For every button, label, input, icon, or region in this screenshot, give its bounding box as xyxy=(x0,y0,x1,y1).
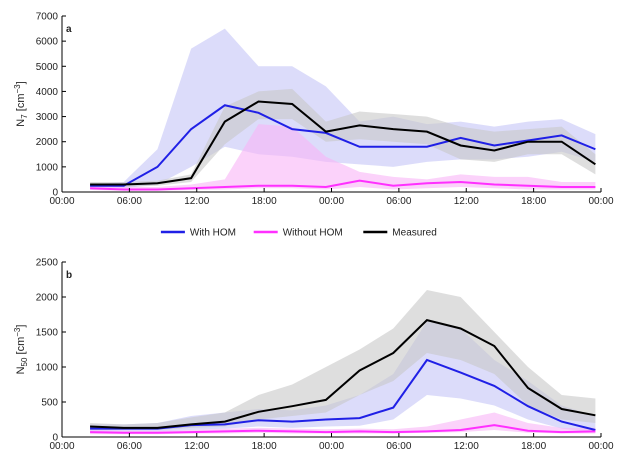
legend-label: Without HOM xyxy=(283,228,343,239)
x-tick-label: 12:00 xyxy=(184,441,209,452)
y-tick-label: 4000 xyxy=(36,87,59,98)
y-tick-label: 6000 xyxy=(36,37,59,48)
panel: 0 1000 2000 3000 4000 5000 6000 7000 00:00 06:00 1… xyxy=(13,12,614,208)
y-tick-label: 1500 xyxy=(36,328,59,339)
panel: 0 500 1000 1500 2000 2500 00:00 06:00 12:00 18:00… xyxy=(13,258,614,453)
label-sub: 50 xyxy=(20,357,29,366)
y-tick-label: 5000 xyxy=(36,62,59,73)
x-tick-label: 06:00 xyxy=(386,196,411,207)
range-band xyxy=(90,124,596,191)
x-tick-label: 18:00 xyxy=(252,196,277,207)
x-tick-label: 00:00 xyxy=(319,441,344,452)
series-line xyxy=(90,318,596,429)
y-tick-label: 7000 xyxy=(36,12,59,23)
legend-label: Measured xyxy=(392,228,436,239)
x-tick-label: 00:00 xyxy=(588,441,613,452)
x-tick-label: 00:00 xyxy=(588,196,613,207)
y-tick-label: 3000 xyxy=(36,112,59,123)
series-line xyxy=(90,100,596,186)
y-tick-label: 1000 xyxy=(36,363,59,374)
x-tick-label: 00:00 xyxy=(49,441,74,452)
legend-label: With HOM xyxy=(190,228,236,239)
x-tick-label: 06:00 xyxy=(386,441,411,452)
x-tick-label: 18:00 xyxy=(521,441,546,452)
y-tick-label: 2500 xyxy=(36,258,59,269)
legend: With HOM Without HOM Measured xyxy=(160,228,437,239)
x-tick-label: 06:00 xyxy=(117,196,142,207)
label-unit: [cm xyxy=(15,337,27,358)
range-band xyxy=(90,28,596,189)
label-close: ] xyxy=(15,81,27,84)
y-tick-label: 0 xyxy=(52,433,58,444)
range-band xyxy=(90,290,596,430)
series-line xyxy=(90,104,596,187)
panel-label: a xyxy=(66,24,72,35)
x-tick-label: 12:00 xyxy=(454,196,479,207)
label-close: ] xyxy=(15,325,27,328)
label-sup: −3 xyxy=(13,327,22,337)
label-sup: −3 xyxy=(13,84,22,94)
label-unit: [cm xyxy=(15,94,27,115)
x-tick-label: 12:00 xyxy=(184,196,209,207)
y-tick-label: 2000 xyxy=(36,293,59,304)
y-tick-label: 0 xyxy=(52,188,58,199)
x-tick-label: 18:00 xyxy=(521,196,546,207)
x-tick-label: 12:00 xyxy=(454,441,479,452)
series-line xyxy=(90,424,596,434)
y-tick-label: 500 xyxy=(41,398,58,409)
series-line xyxy=(90,179,596,191)
y-tick-label: 1000 xyxy=(36,162,59,173)
x-tick-label: 06:00 xyxy=(117,441,142,452)
label-sub: 7 xyxy=(20,114,29,119)
y-tick-label: 2000 xyxy=(36,137,59,148)
label-base: N xyxy=(15,366,27,374)
x-tick-label: 00:00 xyxy=(49,196,74,207)
x-tick-label: 00:00 xyxy=(319,196,344,207)
x-tick-label: 18:00 xyxy=(252,441,277,452)
y-axis-label: N50 [cm−3] xyxy=(13,325,29,375)
range-band xyxy=(90,88,596,187)
y-axis-label: N7 [cm−3] xyxy=(13,81,29,126)
panel-label: b xyxy=(66,270,72,281)
label-base: N xyxy=(15,119,27,127)
